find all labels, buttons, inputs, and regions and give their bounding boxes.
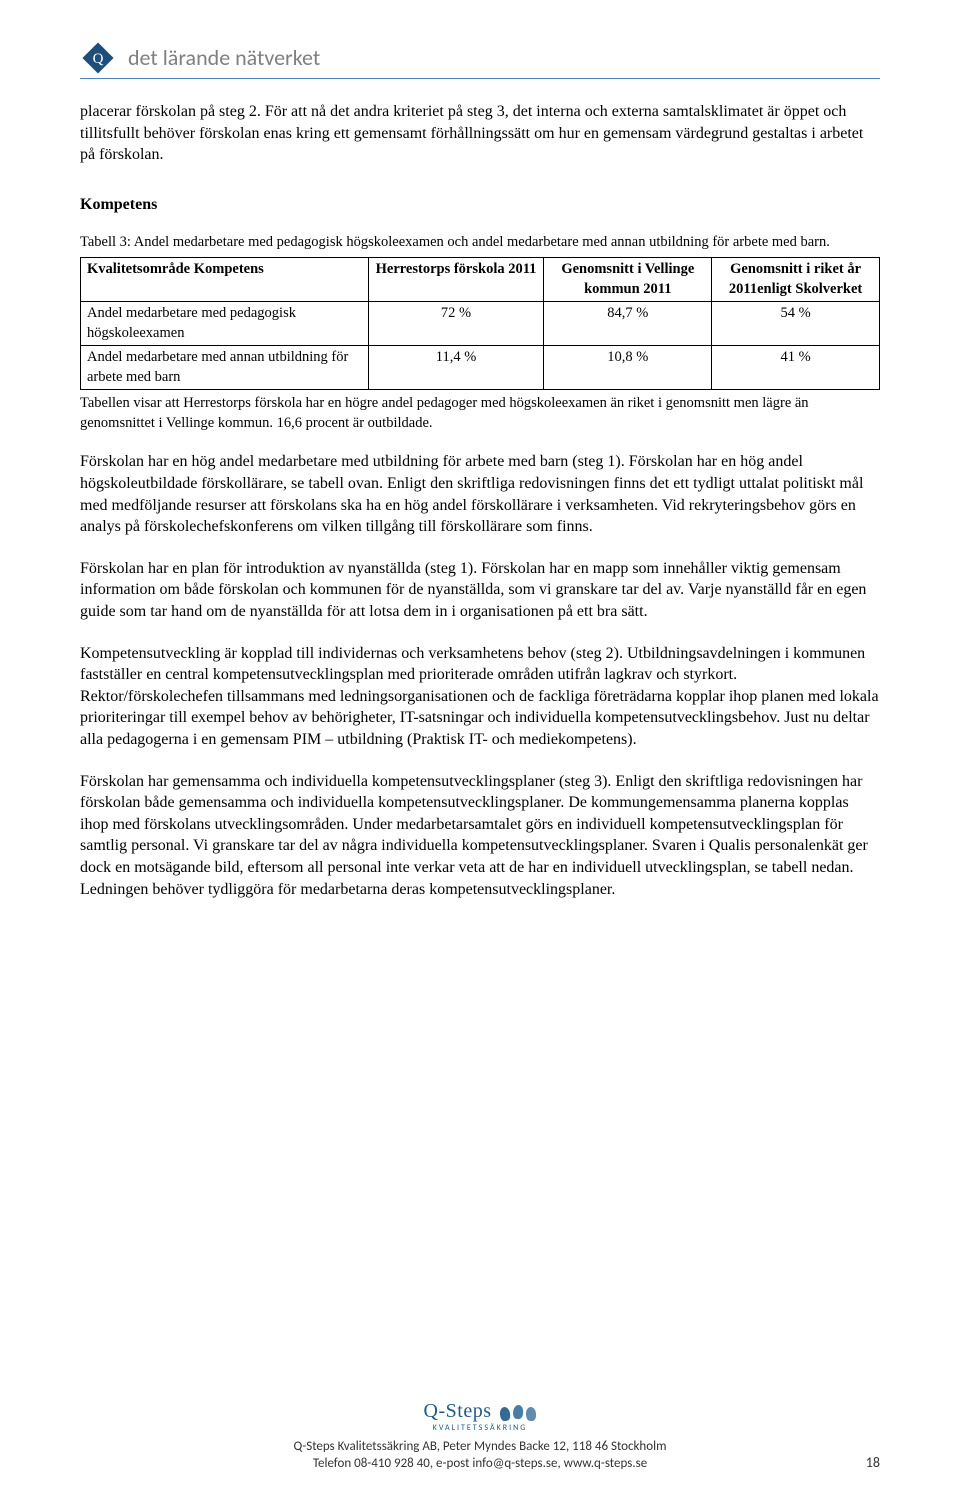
- body-paragraph-4: Förskolan har gemensamma och individuell…: [80, 771, 880, 901]
- table-cell-value: 11,4 %: [368, 346, 544, 390]
- table-cell-label: Andel medarbetare med pedagogisk högskol…: [81, 302, 369, 346]
- table-row: Andel medarbetare med annan utbildning f…: [81, 346, 880, 390]
- document-page: Q det lärande nätverket placerar förskol…: [0, 0, 960, 1497]
- table-caption: Tabell 3: Andel medarbetare med pedagogi…: [80, 233, 880, 253]
- table-cell-value: 41 %: [712, 346, 880, 390]
- body-paragraph-3: Kompetensutveckling är kopplad till indi…: [80, 643, 880, 751]
- table-header-1: Kvalitetsområde Kompetens: [81, 257, 369, 301]
- table-header-row: Kvalitetsområde Kompetens Herrestorps fö…: [81, 257, 880, 301]
- table-cell-value: 54 %: [712, 302, 880, 346]
- table-row: Andel medarbetare med pedagogisk högskol…: [81, 302, 880, 346]
- body-paragraph-2: Förskolan har en plan för introduktion a…: [80, 558, 880, 623]
- footer-logo-subtext: KVALITETSSÄKRING: [80, 1423, 880, 1434]
- body-paragraph-1: Förskolan har en hög andel medarbetare m…: [80, 451, 880, 537]
- footer-address-line-2: Telefon 08-410 928 40, e-post info@q-ste…: [80, 1455, 880, 1473]
- header-brand-text: det lärande nätverket: [128, 43, 320, 73]
- section-heading-kompetens: Kompetens: [80, 194, 880, 216]
- footprints-icon: [500, 1407, 536, 1421]
- page-header: Q det lärande nätverket: [80, 40, 880, 79]
- footer-logo: Q-Steps KVALITETSSÄKRING: [80, 1398, 880, 1434]
- kompetens-table: Kvalitetsområde Kompetens Herrestorps fö…: [80, 257, 880, 390]
- table-cell-label: Andel medarbetare med annan utbildning f…: [81, 346, 369, 390]
- page-number: 18: [866, 1454, 880, 1473]
- table-cell-value: 10,8 %: [544, 346, 712, 390]
- q-logo-icon: Q: [80, 40, 116, 76]
- intro-paragraph: placerar förskolan på steg 2. För att nå…: [80, 101, 880, 166]
- table-header-2: Herrestorps förskola 2011: [368, 257, 544, 301]
- table-header-4: Genomsnitt i riket år 2011enligt Skolver…: [712, 257, 880, 301]
- page-footer: Q-Steps KVALITETSSÄKRING Q-Steps Kvalite…: [80, 1398, 880, 1473]
- footer-logo-text: Q-Steps: [424, 1400, 492, 1422]
- footer-address-line-1: Q-Steps Kvalitetssäkring AB, Peter Mynde…: [80, 1438, 880, 1456]
- table-header-3: Genomsnitt i Vellinge kommun 2011: [544, 257, 712, 301]
- svg-text:Q: Q: [93, 51, 104, 67]
- table-cell-value: 72 %: [368, 302, 544, 346]
- table-note: Tabellen visar att Herrestorps förskola …: [80, 394, 880, 433]
- table-cell-value: 84,7 %: [544, 302, 712, 346]
